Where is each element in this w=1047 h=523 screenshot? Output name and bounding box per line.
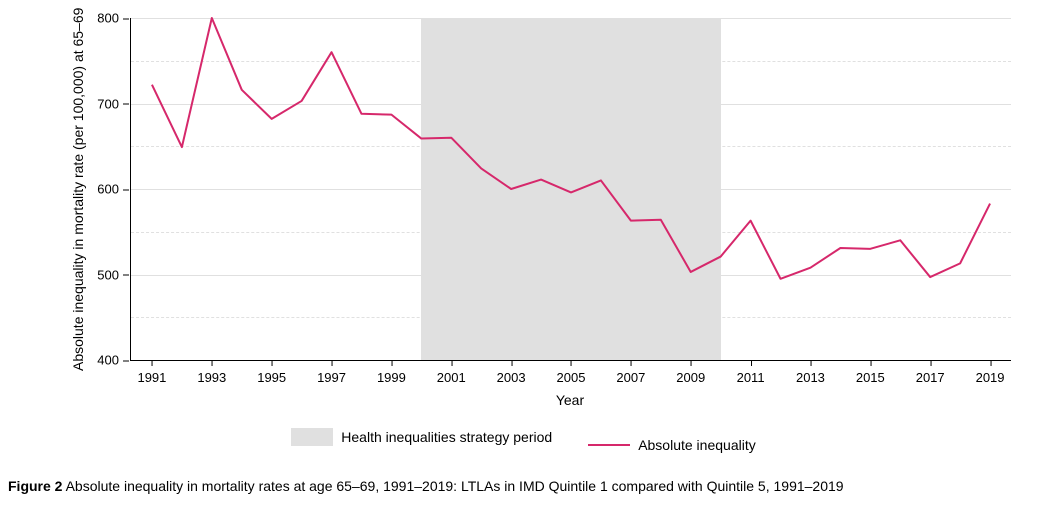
x-tick: 1997 <box>317 370 346 385</box>
x-tick: 2013 <box>796 370 825 385</box>
x-tick: 2019 <box>976 370 1005 385</box>
legend: Health inequalities strategy period Absol… <box>0 428 1047 453</box>
figure-caption: Figure 2 Absolute inequality in mortalit… <box>0 478 1047 494</box>
x-tick: 2015 <box>856 370 885 385</box>
x-tick: 1995 <box>257 370 286 385</box>
x-tick: 1999 <box>377 370 406 385</box>
y-tick: 700 <box>97 96 119 111</box>
x-axis-label: Year <box>130 392 1010 408</box>
x-tick: 2001 <box>437 370 466 385</box>
series-absolute-inequality <box>131 18 1011 360</box>
x-tick: 2005 <box>557 370 586 385</box>
legend-label: Health inequalities strategy period <box>341 429 552 445</box>
x-tick: 1993 <box>197 370 226 385</box>
legend-item: Health inequalities strategy period <box>291 428 552 446</box>
caption-prefix: Figure 2 <box>8 478 62 494</box>
x-tick: 2003 <box>497 370 526 385</box>
y-tick: 800 <box>97 11 119 26</box>
chart-container: 400 500 600 700 800 1991 1993 1995 1997 1999 2001 2… <box>0 0 1047 460</box>
y-tick: 400 <box>97 353 119 368</box>
legend-line-icon <box>588 444 630 446</box>
legend-label: Absolute inequality <box>638 437 756 453</box>
caption-text: Absolute inequality in mortality rates a… <box>62 478 843 494</box>
x-tick: 1991 <box>137 370 166 385</box>
x-tick: 2009 <box>676 370 705 385</box>
y-tick: 600 <box>97 182 119 197</box>
legend-item: Absolute inequality <box>588 437 756 453</box>
plot-area: 4005006007008001991199319951997199920012… <box>130 18 1011 361</box>
legend-swatch-icon <box>291 428 333 446</box>
x-tick: 2011 <box>737 370 765 385</box>
x-tick: 2017 <box>916 370 945 385</box>
x-tick: 2007 <box>616 370 645 385</box>
y-tick: 500 <box>97 267 119 282</box>
y-axis-label: Absolute inequality in mortality rate (p… <box>70 7 86 370</box>
